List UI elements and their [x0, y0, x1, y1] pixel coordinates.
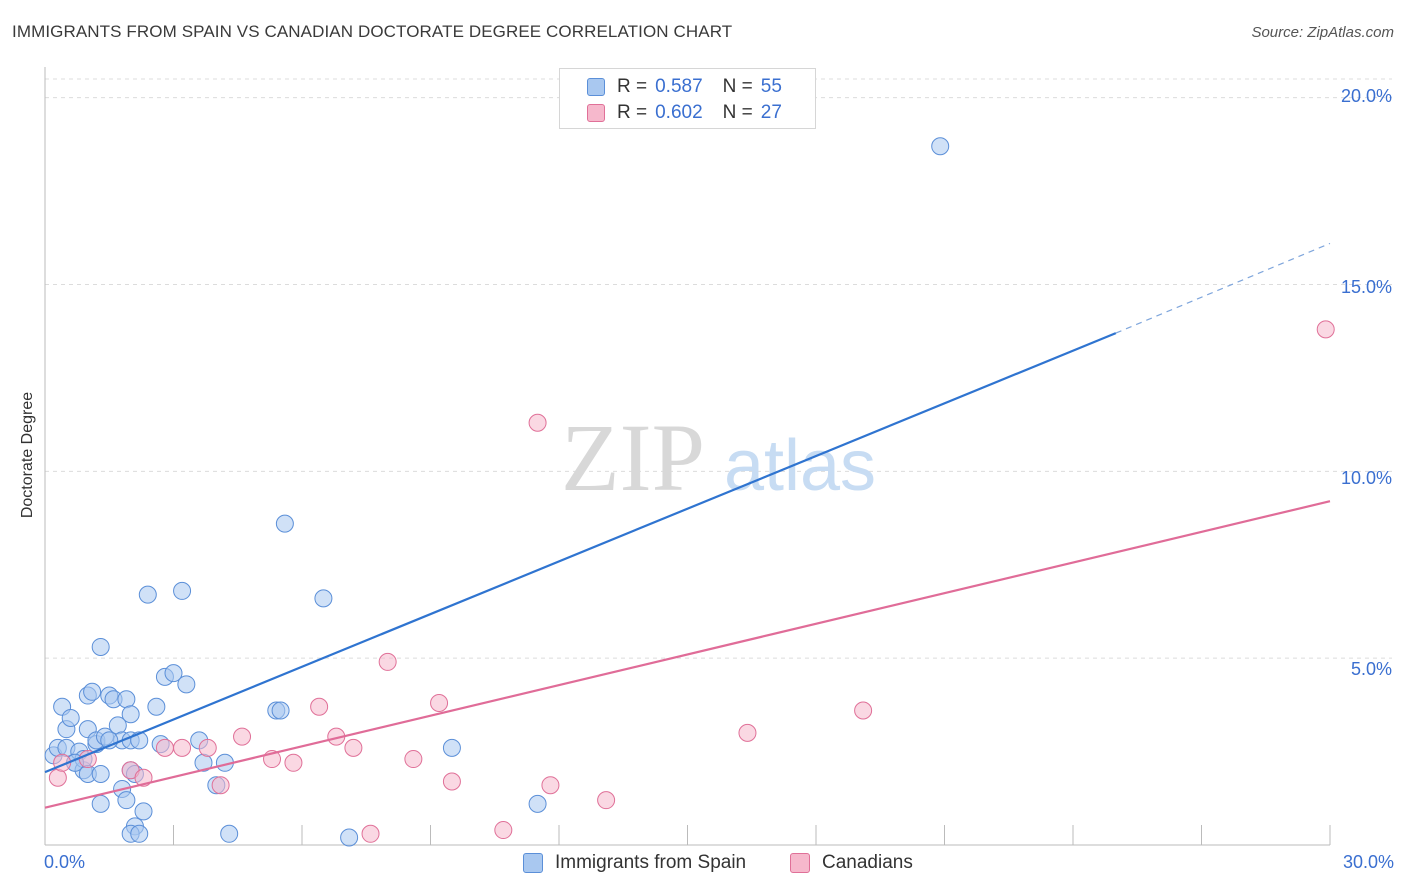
- point-canadians: [310, 697, 329, 716]
- point-spain: [91, 637, 110, 656]
- legend-n-value: 27: [760, 102, 782, 123]
- point-spain: [121, 705, 140, 724]
- x-tick-label: 30.0%: [1342, 852, 1394, 872]
- legend-swatch-spain: [587, 78, 605, 96]
- point-canadians: [528, 413, 547, 432]
- point-spain: [134, 802, 153, 821]
- point-canadians: [597, 791, 616, 810]
- legend-r-label: R =: [617, 76, 648, 97]
- legend-r-label: R =: [617, 102, 648, 123]
- point-spain: [91, 765, 110, 784]
- point-spain: [91, 794, 110, 813]
- point-spain: [314, 589, 333, 608]
- point-spain: [117, 791, 136, 810]
- point-canadians: [198, 738, 217, 757]
- legend-swatch-spain: [523, 853, 543, 873]
- watermark-atlas: atlas: [724, 426, 876, 506]
- trend-line-canadians: [44, 500, 1331, 809]
- point-canadians: [541, 776, 560, 795]
- point-spain: [147, 697, 166, 716]
- legend-swatch-canadians: [790, 853, 810, 873]
- point-spain: [173, 581, 192, 600]
- point-spain: [164, 664, 183, 683]
- y-tick-label: 10.0%: [1340, 468, 1392, 488]
- point-canadians: [155, 738, 174, 757]
- legend-row-canadians: R = 0.602 N = 27: [560, 100, 782, 126]
- point-canadians: [284, 753, 303, 772]
- point-canadians: [378, 652, 397, 671]
- legend-item-canadians[interactable]: Canadians: [790, 852, 913, 874]
- data-points: [44, 137, 1335, 847]
- point-canadians: [1316, 320, 1335, 339]
- point-canadians: [738, 723, 757, 742]
- x-tick-label: 0.0%: [44, 852, 86, 872]
- chart-title: IMMIGRANTS FROM SPAIN VS CANADIAN DOCTOR…: [12, 22, 733, 41]
- point-spain: [177, 675, 196, 694]
- watermark-zip: ZIP: [561, 404, 705, 511]
- point-spain: [528, 794, 547, 813]
- trend-lines: [44, 242, 1331, 809]
- point-spain: [220, 824, 239, 843]
- point-canadians: [404, 750, 423, 769]
- y-tick-label: 5.0%: [1350, 659, 1392, 679]
- point-canadians: [173, 738, 192, 757]
- legend-r-value: 0.587: [655, 76, 703, 97]
- legend-item-spain[interactable]: Immigrants from Spain: [523, 852, 746, 874]
- point-spain: [117, 690, 136, 709]
- stats-legend: R = 0.587 N = 55 R = 0.602 N = 27: [559, 68, 816, 129]
- point-canadians: [48, 768, 67, 787]
- point-canadians: [134, 768, 153, 787]
- point-canadians: [211, 776, 230, 795]
- point-spain: [83, 682, 102, 701]
- trend-line-spain: [44, 332, 1117, 774]
- point-spain: [130, 824, 149, 843]
- watermark: ZIP atlas: [561, 404, 876, 511]
- point-spain: [931, 137, 950, 156]
- y-tick-label: 15.0%: [1340, 277, 1392, 297]
- point-spain: [340, 828, 359, 847]
- point-spain: [442, 738, 461, 757]
- gridlines: [45, 78, 1392, 659]
- legend-r-value: 0.602: [655, 102, 703, 123]
- point-spain: [61, 708, 80, 727]
- point-canadians: [430, 694, 449, 713]
- point-canadians: [494, 821, 513, 840]
- legend-label-canadians: Canadians: [822, 852, 913, 873]
- legend-n-label: N =: [722, 102, 753, 123]
- point-spain: [271, 701, 290, 720]
- legend-n-value: 55: [760, 76, 782, 97]
- point-spain: [138, 585, 157, 604]
- point-spain: [275, 514, 294, 533]
- legend-swatch-canadians: [587, 104, 605, 122]
- point-canadians: [344, 738, 363, 757]
- point-canadians: [442, 772, 461, 791]
- axes: [44, 67, 1331, 846]
- y-tick-label: 20.0%: [1340, 86, 1392, 106]
- legend-label-spain: Immigrants from Spain: [555, 852, 747, 873]
- legend-row-spain: R = 0.587 N = 55: [560, 74, 782, 100]
- point-canadians: [233, 727, 252, 746]
- point-canadians: [854, 701, 873, 720]
- point-canadians: [361, 824, 380, 843]
- source-label: Source: ZipAtlas.com: [1251, 24, 1394, 41]
- legend-n-label: N =: [722, 76, 753, 97]
- trend-extension-spain: [1115, 242, 1331, 334]
